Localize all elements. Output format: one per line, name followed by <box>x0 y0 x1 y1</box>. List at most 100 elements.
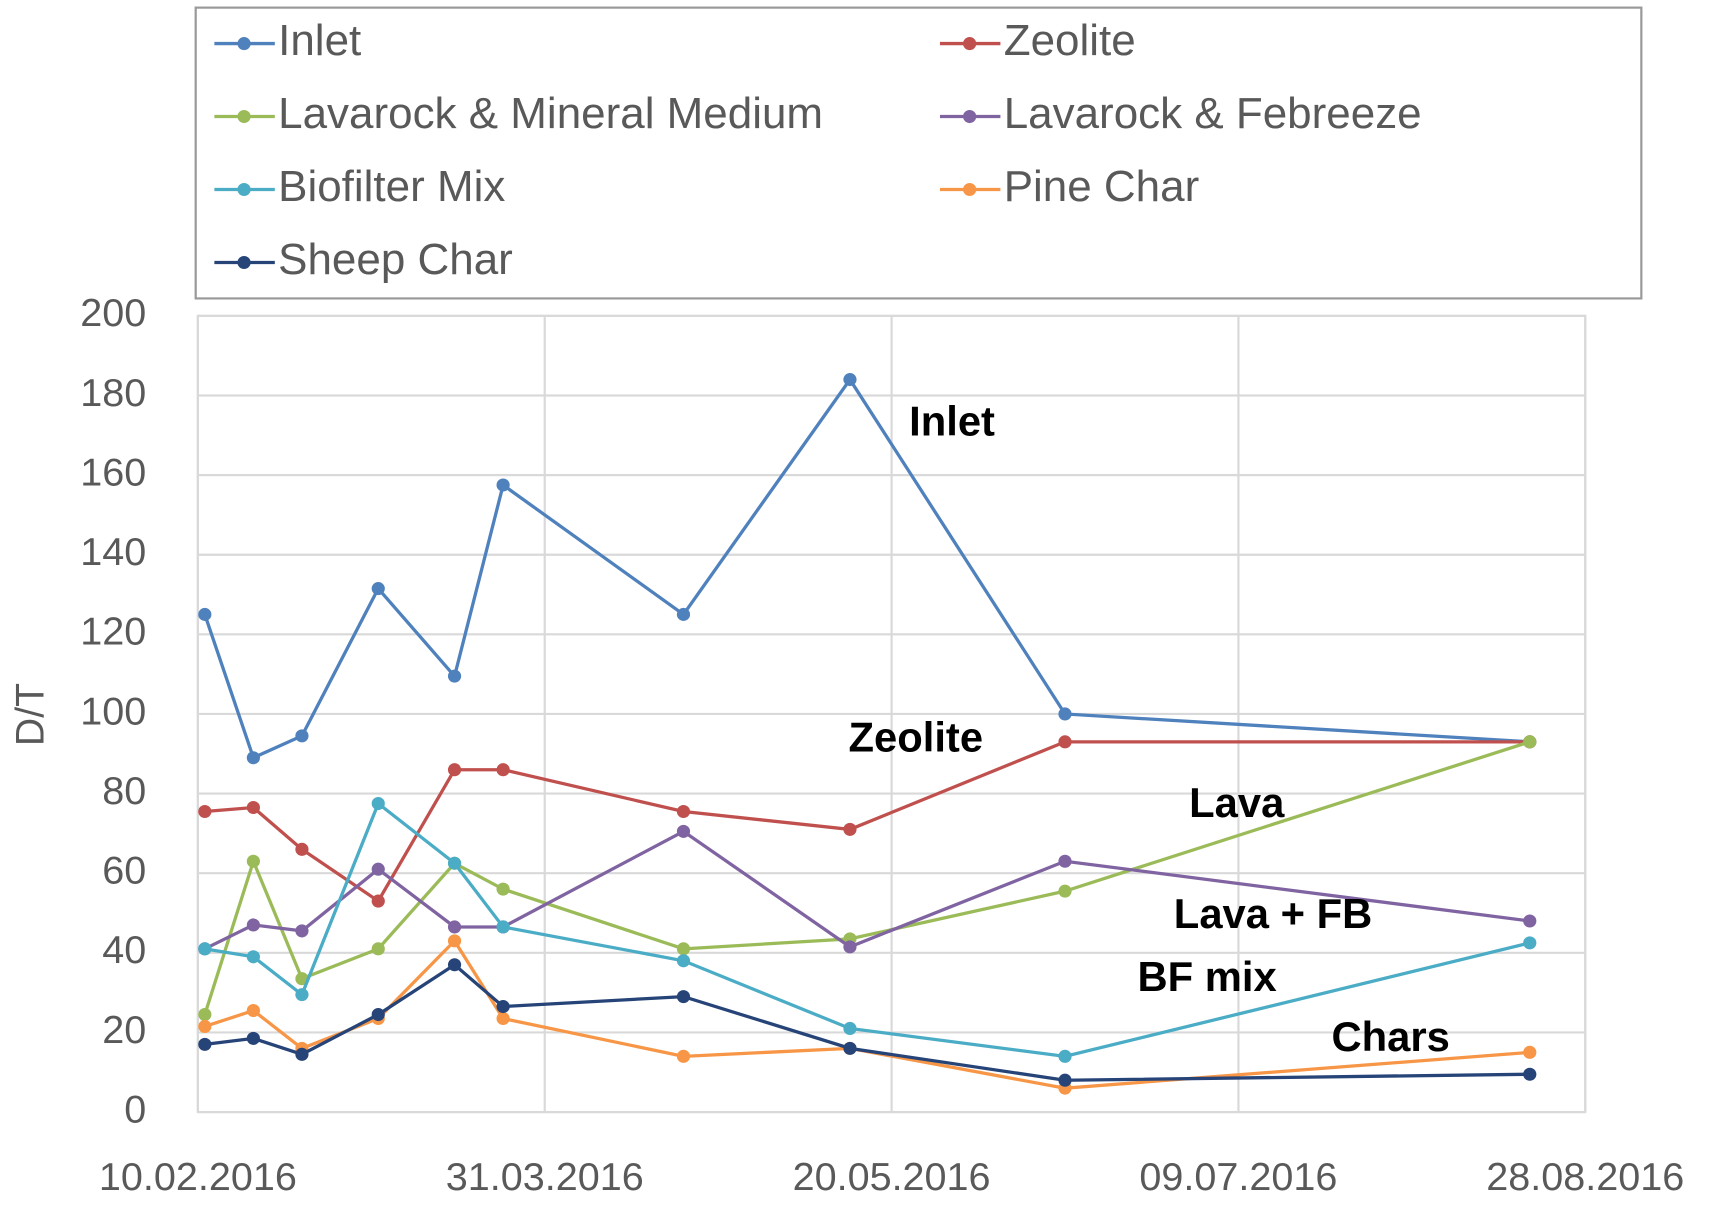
point <box>496 882 510 896</box>
y-tick-label: 120 <box>80 610 146 654</box>
legend-marker <box>963 182 977 197</box>
x-tick-label: 09.07.2016 <box>1139 1155 1337 1199</box>
legend-marker <box>237 110 251 124</box>
point <box>447 934 462 948</box>
series-line <box>204 740 1530 904</box>
y-tick-label: 160 <box>80 451 146 495</box>
y-tick-label: 140 <box>80 530 146 574</box>
point <box>246 918 260 932</box>
series-line <box>204 800 1531 1058</box>
point <box>1523 1067 1537 1081</box>
point <box>371 797 385 811</box>
point <box>198 1019 212 1034</box>
point <box>295 924 309 938</box>
point <box>371 1007 385 1022</box>
point <box>1523 735 1537 749</box>
legend-marker <box>237 255 251 270</box>
point <box>676 990 691 1004</box>
annotation: Inlet <box>909 398 995 445</box>
y-axis-label: D/T <box>8 683 52 746</box>
point <box>843 940 857 954</box>
point <box>246 950 260 964</box>
legend-marker <box>963 110 977 124</box>
annotation: BF mix <box>1137 953 1276 1000</box>
y-tick-label: 0 <box>124 1088 146 1132</box>
series-line <box>204 938 1530 1090</box>
point <box>198 804 212 819</box>
y-tick-label: 60 <box>102 849 146 893</box>
point <box>676 607 691 621</box>
legend-label: Biofilter Mix <box>278 162 505 211</box>
series-line <box>204 962 1530 1082</box>
point <box>246 1031 260 1045</box>
point <box>447 856 462 870</box>
point <box>843 1041 857 1055</box>
point <box>198 1007 212 1022</box>
annotation: Lava <box>1189 779 1285 826</box>
point <box>496 920 510 934</box>
point <box>1058 735 1072 749</box>
legend-marker <box>237 182 251 197</box>
point <box>496 763 510 777</box>
point <box>447 669 462 683</box>
point <box>295 988 309 1002</box>
y-tick-label: 200 <box>80 291 146 335</box>
legend-label: Inlet <box>278 16 361 65</box>
point <box>843 1021 857 1035</box>
point <box>676 954 691 968</box>
point <box>676 1049 691 1063</box>
x-tick-label: 10.02.2016 <box>99 1155 297 1199</box>
legend-label: Zeolite <box>1004 16 1136 65</box>
point <box>676 942 691 956</box>
point <box>246 751 260 765</box>
x-tick-label: 31.03.2016 <box>446 1155 644 1199</box>
point <box>295 842 309 856</box>
point <box>371 942 385 956</box>
point <box>496 1011 510 1026</box>
point <box>246 1004 260 1018</box>
legend-label: Sheep Char <box>278 235 513 284</box>
series-line <box>203 740 1531 1016</box>
point <box>447 920 462 934</box>
point <box>496 478 510 492</box>
point <box>1058 1073 1072 1087</box>
x-tick-label: 20.05.2016 <box>793 1155 991 1199</box>
y-tick-label: 80 <box>102 769 146 813</box>
point <box>1058 707 1072 721</box>
x-tick-label: 28.08.2016 <box>1486 1155 1684 1199</box>
series-line <box>203 376 1530 760</box>
annotation: Chars <box>1331 1013 1449 1060</box>
y-tick-label: 40 <box>102 928 146 972</box>
point <box>295 1047 309 1061</box>
legend-box <box>194 6 1643 300</box>
point <box>371 582 385 596</box>
legend-label: Lavarock & Mineral Medium <box>278 89 823 138</box>
point <box>198 1037 212 1051</box>
point <box>447 958 462 972</box>
point <box>1523 1045 1537 1059</box>
point <box>843 822 857 836</box>
legend-label: Pine Char <box>1004 162 1200 211</box>
point <box>198 942 212 956</box>
point <box>676 804 691 819</box>
y-tick-label: 100 <box>80 689 146 733</box>
y-tick-label: 20 <box>102 1008 146 1052</box>
point <box>496 1000 510 1014</box>
y-tick-label: 180 <box>80 371 146 415</box>
point <box>1058 854 1072 868</box>
legend-marker <box>963 37 977 51</box>
point <box>1058 1049 1072 1063</box>
annotation: Lava + FB <box>1174 890 1372 937</box>
point <box>246 854 260 868</box>
point <box>198 607 212 621</box>
point <box>1058 884 1072 898</box>
point <box>246 800 260 815</box>
point <box>676 824 691 838</box>
point <box>1523 936 1537 950</box>
annotation: Zeolite <box>848 714 983 761</box>
point <box>843 373 857 387</box>
point <box>371 862 385 876</box>
point <box>371 894 385 908</box>
series-line <box>204 829 1530 951</box>
